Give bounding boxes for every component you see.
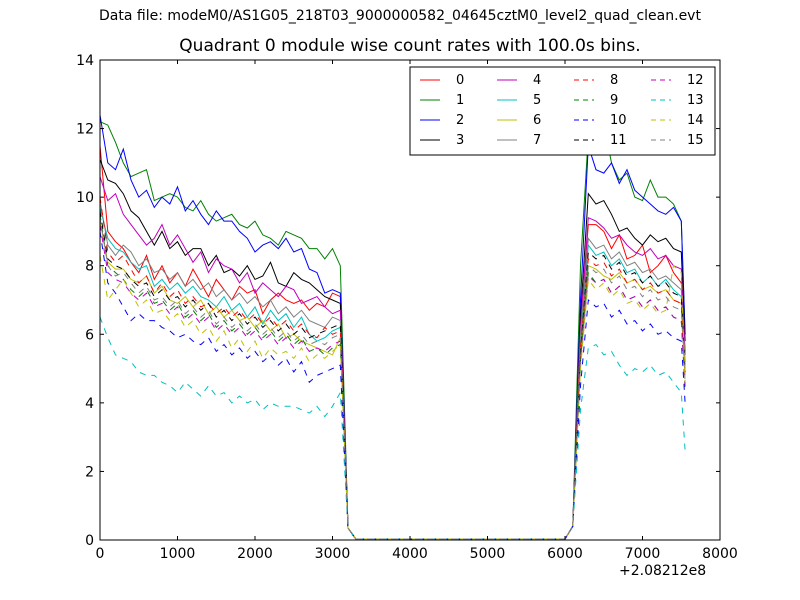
figure-suptitle: Data file: modeM0/AS1G05_218T03_90000005… — [99, 8, 701, 24]
x-tick-label: 1000 — [160, 546, 196, 562]
x-axis-offset-label: +2.08212e8 — [619, 563, 707, 579]
legend-label-13: 13 — [687, 93, 704, 108]
x-tick-label: 3000 — [315, 546, 351, 562]
series-line-3 — [100, 159, 686, 540]
x-tick-label: 2000 — [237, 546, 273, 562]
chart-title: Quadrant 0 module wise count rates with … — [179, 36, 641, 56]
legend-label-14: 14 — [687, 113, 704, 128]
series-line-13 — [100, 316, 686, 540]
series-line-0 — [100, 145, 686, 540]
x-tick-label: 7000 — [625, 546, 661, 562]
x-tick-label: 4000 — [392, 546, 428, 562]
legend-label-1: 1 — [456, 93, 464, 108]
legend-label-7: 7 — [533, 133, 541, 148]
series-line-7 — [100, 200, 686, 540]
y-tick-label: 2 — [85, 464, 94, 480]
series-line-4 — [100, 176, 686, 540]
legend-label-8: 8 — [610, 73, 618, 88]
series-line-15 — [100, 217, 686, 540]
series-line-1 — [100, 121, 686, 540]
series-line-2 — [100, 114, 686, 540]
y-tick-label: 0 — [85, 533, 94, 549]
legend-label-3: 3 — [456, 133, 464, 148]
series-line-10 — [100, 231, 686, 540]
legend-label-15: 15 — [687, 133, 704, 148]
x-tick-label: 6000 — [547, 546, 583, 562]
legend-label-2: 2 — [456, 113, 464, 128]
series-line-11 — [100, 210, 686, 540]
legend-label-12: 12 — [687, 73, 704, 88]
y-tick-label: 14 — [76, 53, 94, 69]
y-tick-label: 10 — [76, 190, 94, 206]
series-line-14 — [100, 255, 686, 540]
legend-label-5: 5 — [533, 93, 541, 108]
legend-label-0: 0 — [456, 73, 464, 88]
legend-label-6: 6 — [533, 113, 541, 128]
series-line-6 — [100, 221, 686, 540]
x-tick-label: 0 — [96, 546, 105, 562]
x-tick-label: 5000 — [470, 546, 506, 562]
y-tick-label: 4 — [85, 396, 94, 412]
legend-label-4: 4 — [533, 73, 541, 88]
y-tick-label: 6 — [85, 327, 94, 343]
legend-label-11: 11 — [610, 133, 627, 148]
series-group — [100, 114, 686, 540]
legend-label-9: 9 — [610, 93, 618, 108]
legend-label-10: 10 — [610, 113, 627, 128]
series-line-5 — [100, 207, 686, 540]
y-tick-label: 8 — [85, 259, 94, 275]
series-line-9 — [100, 214, 686, 540]
y-tick-label: 12 — [76, 122, 94, 138]
x-tick-label: 8000 — [702, 546, 738, 562]
